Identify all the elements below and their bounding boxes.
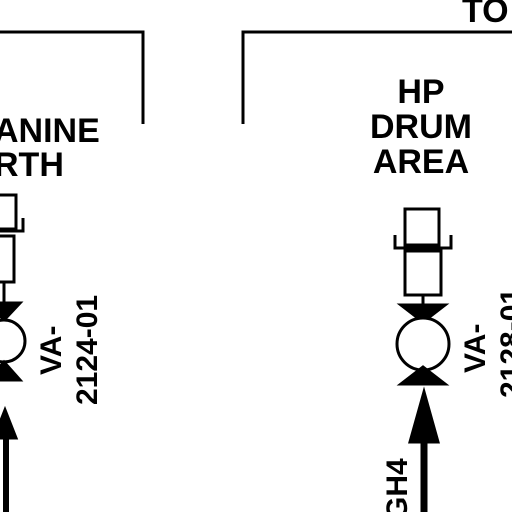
valve-va-2124-01: [0, 193, 27, 512]
top-label: TO: [462, 0, 509, 30]
actuator-box-left-bottom: [0, 234, 16, 284]
valve-tag-left-prefix: VA-: [35, 326, 68, 375]
flow-arrow-right: [408, 386, 440, 444]
actuator-yoke-left: [0, 218, 25, 233]
valve-body-top-triangle-left: [0, 301, 24, 323]
actuator-box-right-top: [403, 207, 441, 247]
valve-body-top-triangle-right: [396, 303, 450, 324]
area-label-right-line2: DRUM: [370, 108, 472, 146]
area-label-left-line1: ANINE: [0, 112, 100, 150]
actuator-box-left-top: [0, 193, 18, 231]
valve-va-2128-01: [393, 207, 453, 512]
area-label-left-line2: RTH: [0, 146, 64, 184]
area-label-right-line3: AREA: [373, 143, 469, 181]
valve-body-bottom-triangle-right: [396, 365, 450, 386]
area-boundary-right: [241, 30, 512, 124]
area-boundary-left: [0, 30, 145, 124]
actuator-yoke-right: [393, 235, 453, 250]
area-label-right-line1: HP: [397, 73, 444, 111]
valve-body-bottom-triangle-left: [0, 359, 24, 382]
valve-tag-right-prefix: VA-: [459, 324, 492, 373]
valve-tag-left-number: 2124-01: [71, 295, 104, 405]
line-tag: GH4: [381, 458, 414, 512]
valve-body-circle-left: [0, 318, 27, 364]
valve-tag-right-number: 2128-01: [495, 288, 512, 398]
valve-body-circle-right: [395, 316, 451, 372]
flow-arrow-left: [0, 405, 19, 440]
actuator-box-right-bottom: [403, 249, 443, 297]
